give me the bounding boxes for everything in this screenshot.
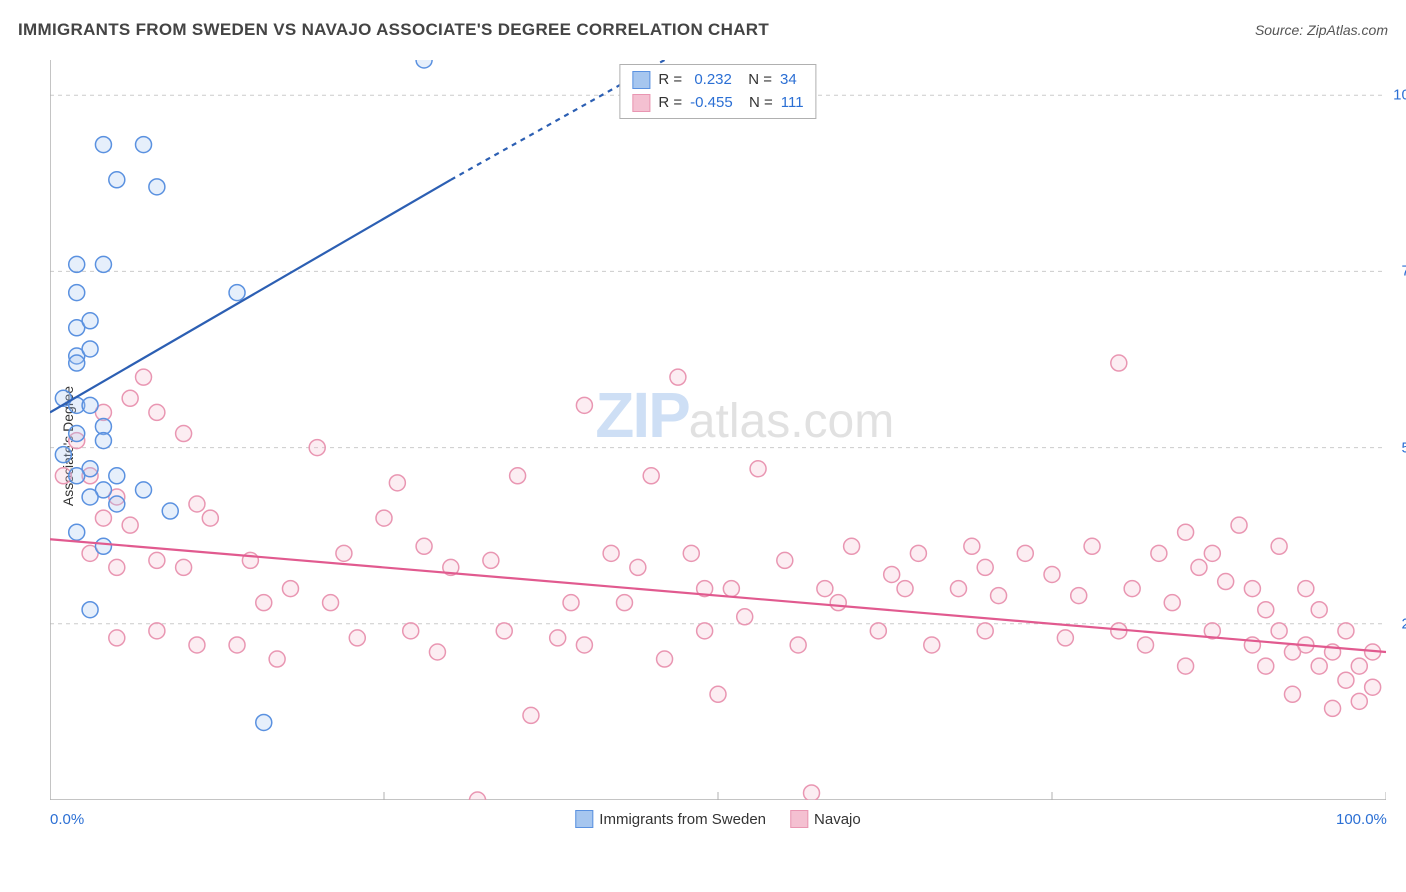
scatter-chart: [50, 60, 1386, 800]
y-tick-label: 25.0%: [1401, 615, 1406, 632]
legend-bottom: Immigrants from Sweden Navajo: [575, 810, 860, 828]
x-tick-label: 0.0%: [50, 811, 84, 828]
n-value-sweden: 34: [780, 69, 797, 92]
legend-swatch-navajo: [632, 94, 650, 112]
legend-item-sweden: Immigrants from Sweden: [575, 810, 766, 828]
r-value-navajo: -0.455: [690, 92, 733, 115]
correlation-legend: R = 0.232 N = 34 R = -0.455 N = 111: [619, 64, 816, 119]
legend-bottom-swatch-navajo: [790, 810, 808, 828]
y-tick-label: 50.0%: [1401, 439, 1406, 456]
n-value-navajo: 111: [781, 92, 804, 115]
legend-bottom-label-sweden: Immigrants from Sweden: [599, 811, 766, 828]
legend-item-navajo: Navajo: [790, 810, 861, 828]
chart-source: Source: ZipAtlas.com: [1255, 22, 1388, 38]
chart-header: IMMIGRANTS FROM SWEDEN VS NAVAJO ASSOCIA…: [18, 20, 1388, 40]
y-tick-label: 100.0%: [1393, 87, 1406, 104]
legend-swatch-sweden: [632, 71, 650, 89]
r-value-sweden: 0.232: [694, 69, 732, 92]
plot-area: ZIPatlas.com R = 0.232 N = 34 R = -0.455…: [50, 60, 1386, 800]
legend-bottom-swatch-sweden: [575, 810, 593, 828]
legend-row-navajo: R = -0.455 N = 111: [632, 92, 803, 115]
y-tick-label: 75.0%: [1401, 263, 1406, 280]
x-tick-label: 100.0%: [1336, 811, 1387, 828]
legend-row-sweden: R = 0.232 N = 34: [632, 69, 803, 92]
chart-title: IMMIGRANTS FROM SWEDEN VS NAVAJO ASSOCIA…: [18, 20, 769, 40]
legend-bottom-label-navajo: Navajo: [814, 811, 861, 828]
